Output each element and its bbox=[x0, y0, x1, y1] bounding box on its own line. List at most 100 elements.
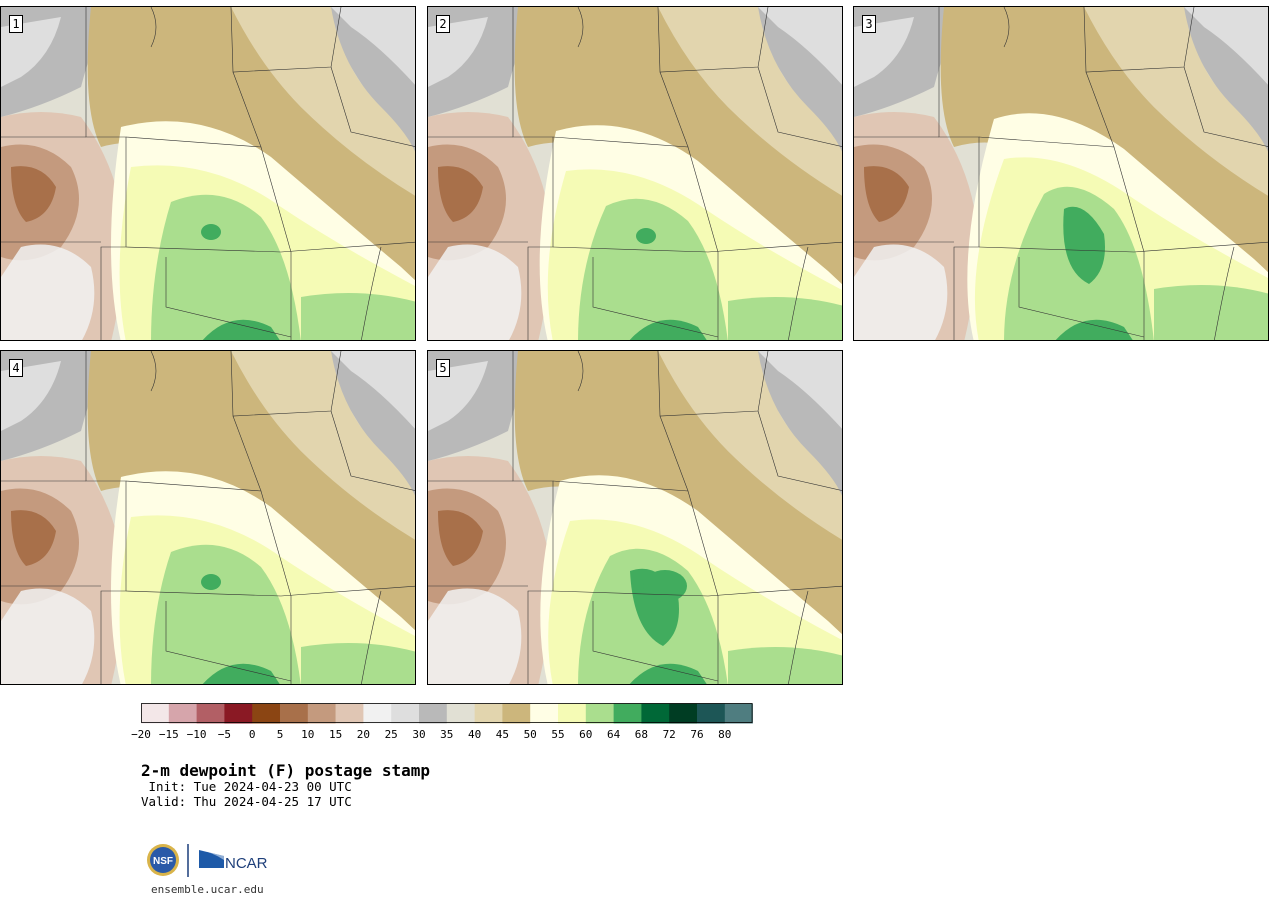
colorbar-swatch bbox=[558, 703, 587, 724]
state-boundary bbox=[230, 351, 342, 417]
panel-number: 5 bbox=[436, 359, 450, 377]
colorbar-swatch bbox=[391, 703, 420, 724]
state-boundary bbox=[125, 136, 292, 340]
state-boundary bbox=[657, 7, 769, 73]
state-boundary bbox=[552, 136, 719, 340]
state-boundary bbox=[659, 71, 689, 148]
dewpoint-60-region-east bbox=[301, 293, 415, 340]
dewpoint-64-south bbox=[202, 319, 280, 340]
colorbar-tick-label: 50 bbox=[523, 728, 537, 741]
state-boundary bbox=[1183, 66, 1268, 147]
colorbar-tick-label: 15 bbox=[328, 728, 343, 741]
colorbar-tick-label: 40 bbox=[467, 728, 482, 741]
state-boundary bbox=[978, 136, 1145, 340]
state-boundary bbox=[1003, 7, 1010, 48]
state-boundary bbox=[165, 257, 292, 338]
colorbar-tick-label: −5 bbox=[217, 728, 232, 741]
dewpoint-64-spot bbox=[201, 574, 221, 590]
state-boundary bbox=[788, 246, 809, 340]
state-boundary bbox=[552, 241, 842, 253]
state-boundary bbox=[150, 7, 157, 48]
colorbar-swatch bbox=[474, 703, 503, 724]
colorbar-swatch bbox=[613, 703, 642, 724]
colorbar-tick-label: 76 bbox=[690, 728, 704, 741]
member-panel-1: 1 bbox=[0, 6, 416, 341]
dewpoint-64-south bbox=[629, 319, 707, 340]
dewpoint-20-region bbox=[1, 588, 95, 684]
dewpoint-64-south bbox=[629, 663, 707, 684]
state-boundary bbox=[512, 7, 554, 340]
colorbar-swatch bbox=[196, 703, 225, 724]
colorbar-tick-label: 68 bbox=[634, 728, 649, 741]
state-boundary bbox=[978, 241, 1268, 253]
dewpoint-40-band bbox=[658, 7, 842, 196]
state-boundary bbox=[230, 7, 342, 73]
panel-number: 1 bbox=[9, 15, 23, 33]
dewpoint-64-core bbox=[643, 570, 687, 602]
dry-region-northeast-inner bbox=[758, 7, 842, 85]
state-boundary bbox=[577, 7, 584, 48]
panel-number: 2 bbox=[436, 15, 450, 33]
state-boundary bbox=[552, 585, 842, 597]
colorbar-swatch bbox=[335, 703, 364, 724]
dewpoint-40-band bbox=[1084, 7, 1268, 196]
panel-number: 4 bbox=[9, 359, 23, 377]
colorbar-swatch bbox=[307, 703, 336, 724]
dewpoint-60-region-east bbox=[301, 643, 415, 684]
dry-region-northwest-inner bbox=[1, 17, 61, 87]
colorbar-tick-label: 0 bbox=[248, 728, 256, 741]
state-boundary bbox=[330, 410, 415, 491]
colorbar-tick-label: 60 bbox=[579, 728, 593, 741]
colorbar-tick-label: 64 bbox=[606, 728, 621, 741]
colorbar-tick-label: −10 bbox=[186, 728, 207, 741]
state-boundary bbox=[125, 241, 415, 253]
colorbar-tick-label: 10 bbox=[301, 728, 315, 741]
dry-region-northwest-inner bbox=[428, 17, 488, 87]
colorbar-swatch bbox=[446, 703, 475, 724]
state-boundary bbox=[657, 351, 769, 417]
site-url: ensemble.ucar.edu bbox=[151, 883, 264, 896]
colorbar-tick-label: 20 bbox=[356, 728, 371, 741]
colorbar-swatch bbox=[252, 703, 281, 724]
dewpoint-64-south bbox=[202, 663, 280, 684]
dewpoint-5-region bbox=[11, 510, 56, 566]
colorbar-tick-label: 55 bbox=[551, 728, 565, 741]
state-boundary bbox=[938, 7, 980, 340]
dry-region-northwest-inner bbox=[428, 361, 488, 431]
state-boundary bbox=[757, 66, 842, 147]
state-boundary bbox=[232, 415, 262, 492]
dewpoint-20-region bbox=[854, 244, 948, 340]
colorbar-swatch bbox=[669, 703, 698, 724]
chart-title: 2-m dewpoint (F) postage stamp bbox=[141, 761, 430, 780]
panel-number: 3 bbox=[862, 15, 876, 33]
dewpoint-60-region bbox=[151, 194, 301, 340]
state-boundary bbox=[361, 590, 382, 684]
colorbar-tick-label: −20 bbox=[131, 728, 151, 741]
state-boundary bbox=[788, 590, 809, 684]
dewpoint-64-region bbox=[1063, 206, 1105, 284]
dewpoint-map bbox=[1, 7, 415, 340]
colorbar bbox=[141, 703, 753, 724]
init-time: Init: Tue 2024-04-23 00 UTC bbox=[141, 779, 352, 794]
dry-region-northeast-inner bbox=[331, 351, 415, 429]
dewpoint-64-spot bbox=[636, 228, 656, 244]
state-boundary bbox=[1018, 257, 1145, 338]
state-boundary bbox=[577, 351, 584, 392]
dewpoint-5-region bbox=[438, 510, 483, 566]
dewpoint-5-region bbox=[864, 166, 909, 222]
colorbar-tick-label: 45 bbox=[495, 728, 510, 741]
colorbar-tick-label: −15 bbox=[158, 728, 179, 741]
dewpoint-64-south bbox=[1055, 319, 1133, 340]
dewpoint-40-band bbox=[231, 7, 415, 196]
dewpoint-20-region bbox=[1, 244, 95, 340]
colorbar-tick-label: 25 bbox=[384, 728, 398, 741]
colorbar-tick-label: 35 bbox=[440, 728, 454, 741]
state-boundary bbox=[592, 257, 719, 338]
colorbar-swatch bbox=[168, 703, 197, 724]
state-boundary bbox=[125, 480, 292, 684]
state-boundary bbox=[1214, 246, 1235, 340]
state-boundary bbox=[512, 351, 554, 684]
member-panel-3: 3 bbox=[853, 6, 1269, 341]
nsf-ncar-logo: NSF NCAR bbox=[147, 844, 268, 877]
dewpoint-20-region bbox=[428, 244, 522, 340]
